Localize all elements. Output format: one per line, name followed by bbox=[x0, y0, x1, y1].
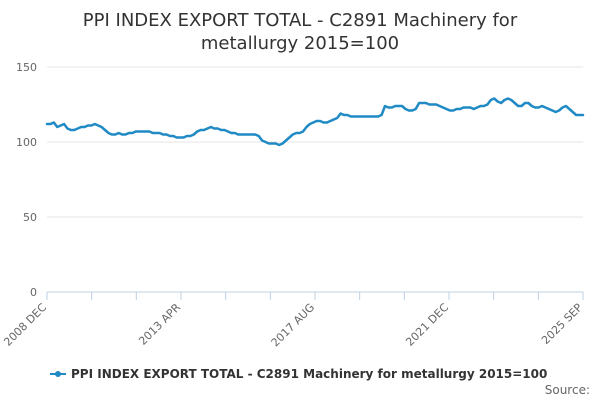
chart-title-line-2: metallurgy 2015=100 bbox=[201, 33, 399, 54]
y-tick-label: 100 bbox=[16, 136, 37, 149]
x-tick-label: 2021 DEC bbox=[403, 301, 451, 349]
x-tick-label: 2013 APR bbox=[136, 301, 183, 348]
y-tick-label: 0 bbox=[30, 286, 37, 299]
y-tick-label: 150 bbox=[16, 61, 37, 74]
legend-label[interactable]: PPI INDEX EXPORT TOTAL - C2891 Machinery… bbox=[71, 367, 547, 381]
x-tick-label: 2017 AUG bbox=[269, 301, 318, 350]
x-tick-label: 2008 DEC bbox=[1, 301, 49, 349]
chart-title: PPI INDEX EXPORT TOTAL - C2891 Machinery… bbox=[83, 10, 518, 54]
legend[interactable]: PPI INDEX EXPORT TOTAL - C2891 Machinery… bbox=[50, 367, 547, 381]
legend-dot-marker bbox=[55, 371, 61, 377]
chart-title-line-1: PPI INDEX EXPORT TOTAL - C2891 Machinery… bbox=[83, 10, 518, 31]
y-axis: 0 50 100 150 bbox=[16, 61, 37, 299]
series-layer bbox=[45, 97, 585, 147]
x-tick-label: 2025 SEP bbox=[539, 301, 585, 347]
series-line-0[interactable] bbox=[45, 97, 585, 147]
y-tick-label: 50 bbox=[23, 211, 37, 224]
x-axis: 2008 DEC 2013 APR 2017 AUG 2021 DEC 2025 SEP bbox=[1, 291, 585, 350]
grid-lines bbox=[47, 66, 583, 218]
source-label: Source: bbox=[545, 383, 590, 397]
